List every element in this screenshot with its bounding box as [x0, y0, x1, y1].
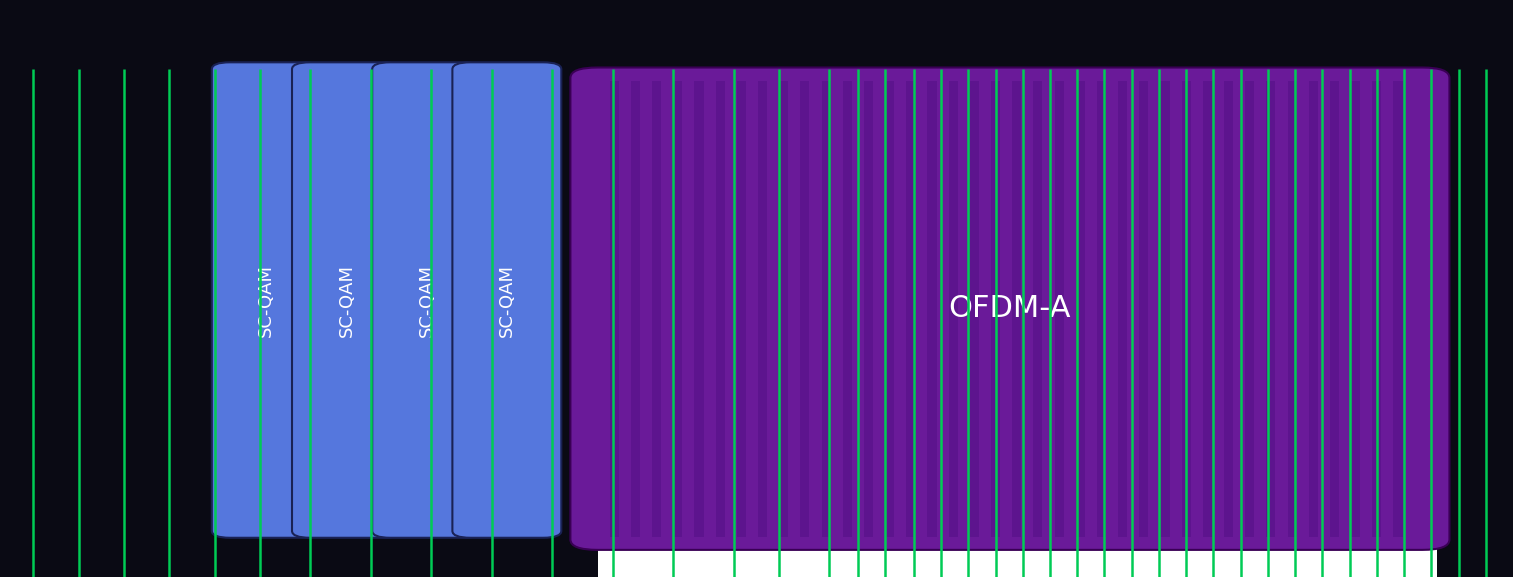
Bar — [652, 81, 661, 537]
Bar — [1203, 81, 1212, 537]
Text: SC-QAM: SC-QAM — [498, 264, 516, 336]
Bar — [906, 81, 915, 537]
Bar — [598, 534, 1437, 577]
Bar — [1139, 81, 1148, 537]
Bar — [822, 81, 831, 537]
FancyBboxPatch shape — [372, 62, 481, 538]
Bar — [1393, 81, 1403, 537]
FancyBboxPatch shape — [292, 62, 401, 538]
Bar — [1372, 81, 1381, 537]
Bar — [779, 81, 788, 537]
Bar — [673, 81, 682, 537]
Bar — [991, 81, 1000, 537]
Bar — [1055, 81, 1064, 537]
Bar — [631, 81, 640, 537]
Bar — [1160, 81, 1170, 537]
FancyBboxPatch shape — [570, 68, 1449, 550]
Bar — [694, 81, 704, 537]
Bar — [1351, 81, 1360, 537]
Text: SC-QAM: SC-QAM — [257, 264, 275, 336]
Bar — [1288, 81, 1297, 537]
Bar — [610, 81, 619, 537]
Bar — [927, 81, 937, 537]
Bar — [1033, 81, 1042, 537]
Bar — [1245, 81, 1254, 537]
Bar — [1076, 81, 1085, 537]
Bar — [843, 81, 852, 537]
Bar — [1012, 81, 1021, 537]
Bar — [758, 81, 767, 537]
Text: OFDM-A: OFDM-A — [949, 294, 1071, 323]
Bar — [716, 81, 725, 537]
Bar — [737, 81, 746, 537]
Bar — [885, 81, 894, 537]
FancyBboxPatch shape — [452, 62, 561, 538]
Bar — [1118, 81, 1127, 537]
Bar — [800, 81, 809, 537]
Bar — [1309, 81, 1318, 537]
Text: SC-QAM: SC-QAM — [418, 264, 436, 336]
Text: SC-QAM: SC-QAM — [337, 264, 356, 336]
Bar — [1266, 81, 1275, 537]
Bar — [864, 81, 873, 537]
Bar — [970, 81, 979, 537]
FancyBboxPatch shape — [212, 62, 321, 538]
Bar — [1330, 81, 1339, 537]
Bar — [1182, 81, 1191, 537]
Bar — [1224, 81, 1233, 537]
Bar — [1097, 81, 1106, 537]
Bar — [949, 81, 958, 537]
